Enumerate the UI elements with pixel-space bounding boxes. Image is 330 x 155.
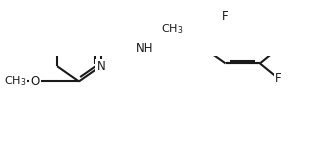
Text: CH$_3$: CH$_3$ [161,22,184,36]
Text: NH: NH [136,42,153,55]
Text: N: N [96,60,105,73]
Text: CH$_3$: CH$_3$ [4,75,26,88]
Text: O: O [31,75,40,88]
Text: F: F [222,10,229,23]
Text: F: F [275,72,282,85]
